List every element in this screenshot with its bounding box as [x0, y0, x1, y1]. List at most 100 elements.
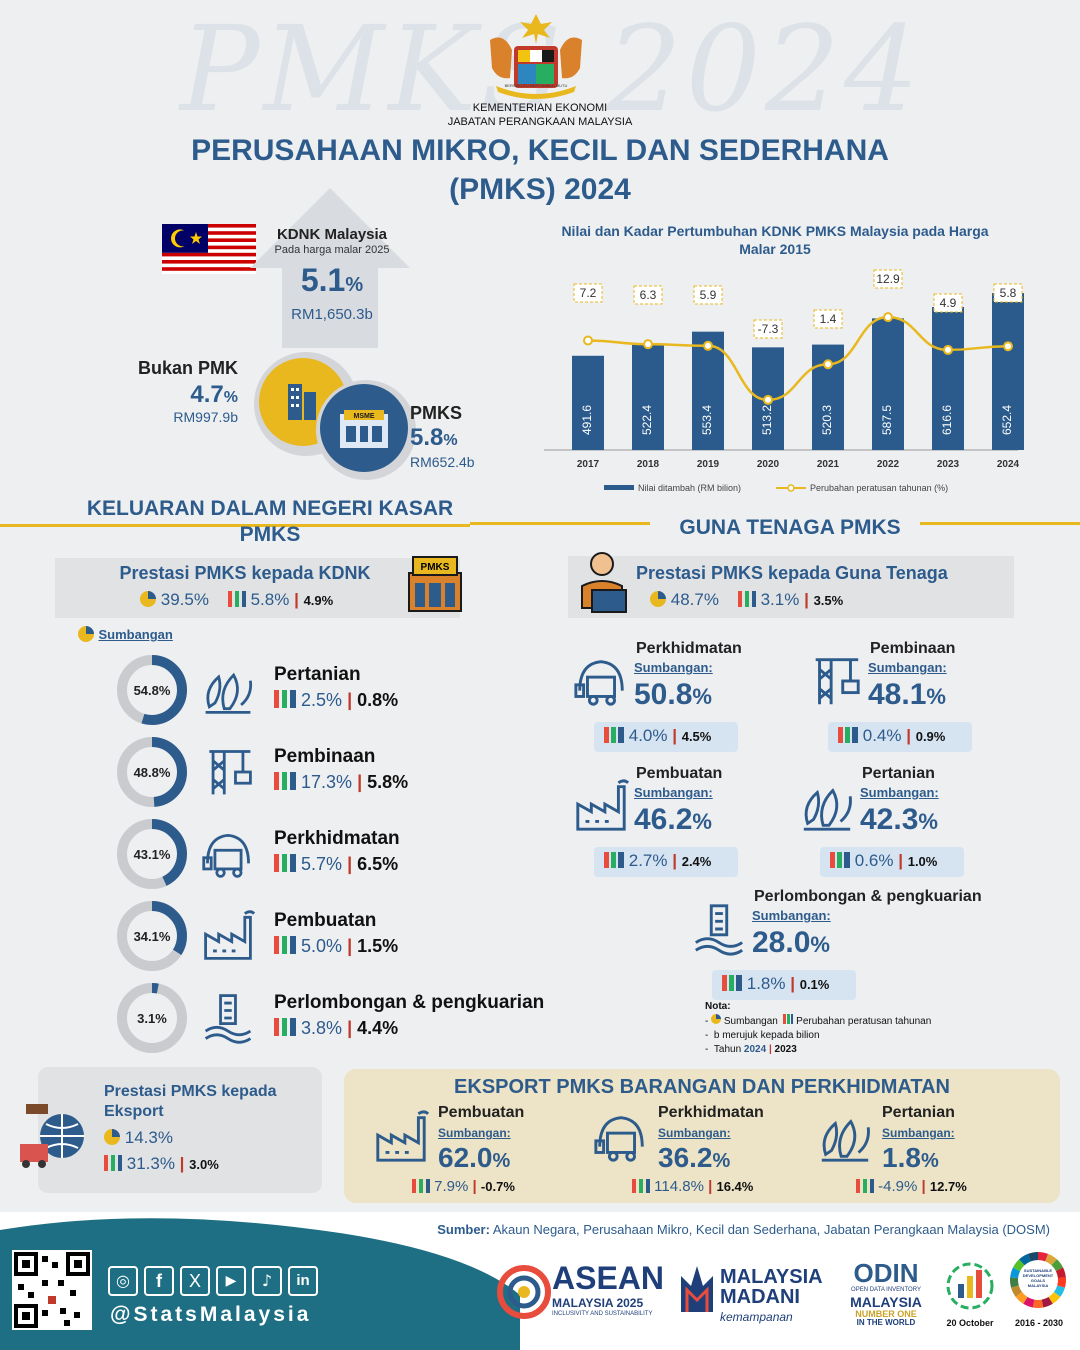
services-icon — [202, 833, 250, 878]
sumbangan-legend: Sumbangan — [78, 626, 173, 644]
x-icon[interactable]: X — [180, 1266, 210, 1296]
factory-icon — [576, 779, 630, 831]
footer-teal-band — [0, 1218, 520, 1350]
sector-icon-wrap — [200, 744, 256, 805]
employment-card-share: 48.1% — [868, 678, 946, 711]
msme-shop-icon — [340, 410, 388, 448]
chart-bar-label: 491.6 — [580, 405, 594, 435]
kdnk-growth: 5.1% — [300, 262, 364, 298]
chart-bar — [572, 355, 604, 450]
growth-chart-icon — [604, 852, 624, 868]
chart-bar — [992, 293, 1024, 450]
employment-card-name: Pembuatan — [636, 765, 723, 782]
chart-line-point — [703, 340, 713, 351]
bukan-pmk-label: Bukan PMK — [137, 358, 238, 378]
facebook-icon[interactable]: f — [144, 1266, 174, 1296]
export-globe-icon — [20, 1104, 84, 1168]
madani-text-2: MADANI — [720, 1286, 800, 1308]
sdg-wheel-segment — [1010, 1277, 1019, 1288]
social-handle[interactable]: @StatsMalaysia — [110, 1303, 312, 1326]
chart-category-label: 2023 — [937, 459, 960, 470]
sector-ring-label: 43.1% — [134, 847, 171, 862]
pmks-shop-badge: PMKS — [421, 562, 450, 573]
pmks-label: PMKS — [410, 403, 463, 423]
export-heading: EKSPORT PMKS BARANGAN DAN PERKHIDMATAN — [454, 1076, 950, 1098]
chart-line-label-box — [933, 293, 963, 313]
sector-ring-label: 54.8% — [134, 683, 171, 698]
growth-chart-icon — [722, 975, 742, 991]
chart-line-label: 5.9 — [700, 288, 717, 302]
export-share: 14.3% — [104, 1128, 173, 1148]
sector-ring-label: 34.1% — [134, 929, 171, 944]
employment-card-growth: 0.6% | 1.0% — [820, 847, 964, 877]
export-item-icon-wrap — [592, 1108, 650, 1171]
chart-line-label: 1.4 — [820, 312, 837, 326]
youtube-icon[interactable]: ▶ — [216, 1266, 246, 1296]
msme-badge-text: MSME — [354, 413, 375, 420]
export-item-name: Pertanian — [882, 1104, 955, 1121]
sdg-wheel-segment — [1055, 1267, 1066, 1279]
employment-card-sumbangan: Sumbangan: — [634, 785, 713, 800]
linkedin-icon[interactable]: in — [288, 1266, 318, 1296]
madani-logo-icon — [681, 1266, 713, 1312]
pmks-growth: 5.8% — [410, 424, 458, 451]
chart-legend-bar: Nilai ditambah (RM bilion) — [638, 483, 741, 493]
kdnk-panel-stats: 39.5% 5.8% | 4.9% — [140, 590, 333, 610]
sdg-wheel-segment — [1053, 1285, 1065, 1297]
growth-chart-icon — [274, 690, 296, 708]
growth-chart-icon — [412, 1179, 430, 1193]
sector-share-ring: 48.8% — [116, 736, 188, 813]
sdg-wheel-segment — [1027, 1252, 1038, 1262]
chart-line-point — [823, 359, 833, 370]
chart-bar — [632, 343, 664, 450]
construction-icon — [815, 658, 860, 705]
employment-card-icon-wrap — [572, 652, 630, 715]
tiktok-icon[interactable]: ♪ — [252, 1266, 282, 1296]
employment-card-name: Perlombongan & pengkuarian — [754, 888, 982, 905]
chart-line-point — [763, 394, 773, 405]
gdp-chart: 491.6 2017 522.4 2018 553.4 2019 513.2 2020 520.… — [544, 269, 1024, 493]
employment-card-name: Perkhidmatan — [636, 640, 742, 657]
export-item-sumbangan: Sumbangan: — [438, 1126, 511, 1140]
sdg-wheel-segment — [1032, 1299, 1044, 1308]
kdnk-sub: Pada harga malar 2025 — [274, 244, 390, 256]
export-item-icon-wrap — [372, 1108, 430, 1171]
statistics-day-date: 20 October — [946, 1318, 994, 1328]
sdg-wheel-segment — [1048, 1292, 1061, 1304]
growth-chart-icon — [856, 1179, 874, 1193]
nota: Nota: - Sumbangan Perubahan peratusan ta… — [705, 1001, 932, 1055]
chart-line-label-box — [693, 285, 723, 305]
chart-line-label-box — [813, 309, 843, 329]
employment-card-share: 50.8% — [634, 678, 712, 711]
sdg-wheel-segment — [1015, 1292, 1028, 1304]
growth-chart-icon — [274, 772, 296, 790]
export-item-growth: -4.9% | 12.7% — [856, 1178, 967, 1195]
agriculture-icon — [821, 1119, 870, 1162]
statistics-day-logo-icon — [946, 1262, 994, 1310]
growth-chart-icon — [737, 591, 756, 607]
chart-bar-label: 520.3 — [820, 405, 834, 435]
sector-name: Pertanian — [274, 664, 361, 685]
export-item-share: 62.0% — [438, 1142, 511, 1173]
sector-name: Perlombongan & pengkuarian — [274, 992, 545, 1013]
sdg-wheel-segment — [1010, 1267, 1021, 1279]
office-building-icon — [288, 384, 316, 420]
chart-title: Nilai dan Kadar Pertumbuhan KDNK PMKS Ma… — [561, 223, 989, 257]
chart-category-label: 2018 — [637, 459, 660, 470]
export-item-icon-wrap — [816, 1108, 874, 1171]
bukan-pmk-growth: 4.7% — [190, 381, 238, 408]
chart-category-label: 2021 — [817, 459, 840, 470]
sector-share-ring: 54.8% — [116, 654, 188, 731]
sdg-years: 2016 - 2030 — [1014, 1318, 1064, 1328]
odin-world: IN THE WORLD — [856, 1318, 916, 1327]
chart-line-label: 7.2 — [580, 286, 597, 300]
pmks-value: RM652.4b — [410, 454, 475, 470]
export-growth: 31.3% | 3.0% — [104, 1154, 219, 1174]
sector-ring-label: 48.8% — [134, 765, 171, 780]
contribution-pie-icon — [140, 591, 156, 607]
chart-line-label-box — [873, 269, 903, 289]
instagram-icon[interactable]: ◎ — [108, 1266, 138, 1296]
qr-code-icon[interactable] — [12, 1250, 92, 1330]
source-line: Sumber: Akaun Negara, Perusahaan Mikro, … — [437, 1222, 1050, 1237]
sector-icon-wrap — [200, 826, 256, 887]
